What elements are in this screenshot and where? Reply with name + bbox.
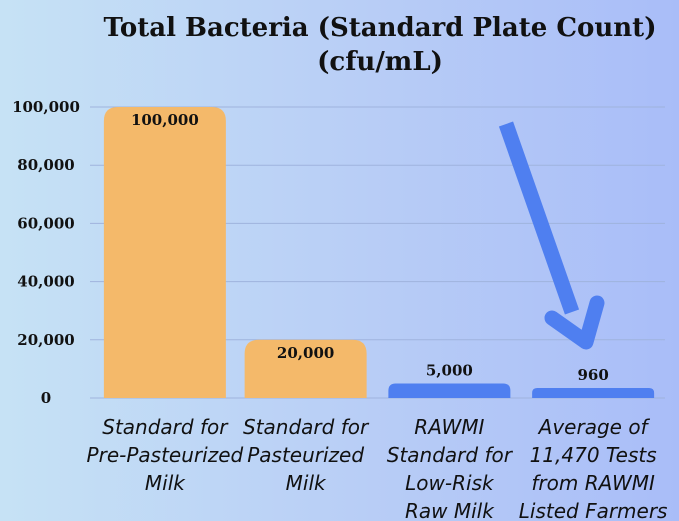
x-axis-labels: Standard for Pre-Pasteurized Milk Standard … (87, 415, 668, 521)
y-tick-label: 40,000 (17, 273, 74, 291)
x-tick-label: Average of (537, 415, 651, 439)
y-tick-label: 0 (41, 389, 51, 407)
x-tick-label: from RAWMI (531, 471, 655, 495)
bars (103, 107, 655, 398)
bar (103, 107, 226, 398)
bar (244, 339, 367, 398)
data-label: 5,000 (426, 361, 473, 379)
x-tick-label: Pre-Pasteurized (87, 443, 244, 467)
data-labels: 100,000 20,000 5,000 960 (131, 111, 609, 384)
x-tick-label: Low-Risk (405, 471, 495, 495)
x-tick-label: Pasteurized (247, 443, 364, 467)
data-label: 100,000 (131, 111, 199, 129)
data-label: 960 (577, 366, 608, 384)
y-tick-label: 100,000 (12, 98, 80, 116)
x-tick-label: Standard for (102, 415, 229, 439)
x-tick-label: Listed Farmers (519, 499, 668, 521)
arrow-head (544, 295, 605, 350)
chart-title: Total Bacteria (Standard Plate Count) (cf… (104, 13, 657, 77)
x-tick-label: Standard for (243, 415, 370, 439)
y-tick-label: 80,000 (17, 156, 74, 174)
x-tick-label: Raw Milk (405, 499, 495, 521)
x-tick-label: Standard for (387, 443, 514, 467)
y-tick-label: 20,000 (17, 331, 74, 349)
data-label: 20,000 (277, 344, 334, 362)
y-tick-label: 60,000 (17, 214, 74, 232)
x-tick-label: Milk (286, 471, 327, 495)
chart-title-line: Total Bacteria (Standard Plate Count) (104, 13, 657, 43)
x-tick-label: RAWMI (414, 415, 484, 439)
bar (532, 388, 655, 398)
y-axis-ticks: 0 20,000 40,000 60,000 80,000 100,000 (12, 98, 80, 407)
arrow-shaft (498, 121, 580, 315)
x-tick-label: 11,470 Tests (530, 443, 657, 467)
arrow-annotation (498, 121, 605, 350)
bar (388, 383, 511, 398)
chart-title-line: (cfu/mL) (317, 47, 443, 77)
x-tick-label: Milk (145, 471, 186, 495)
